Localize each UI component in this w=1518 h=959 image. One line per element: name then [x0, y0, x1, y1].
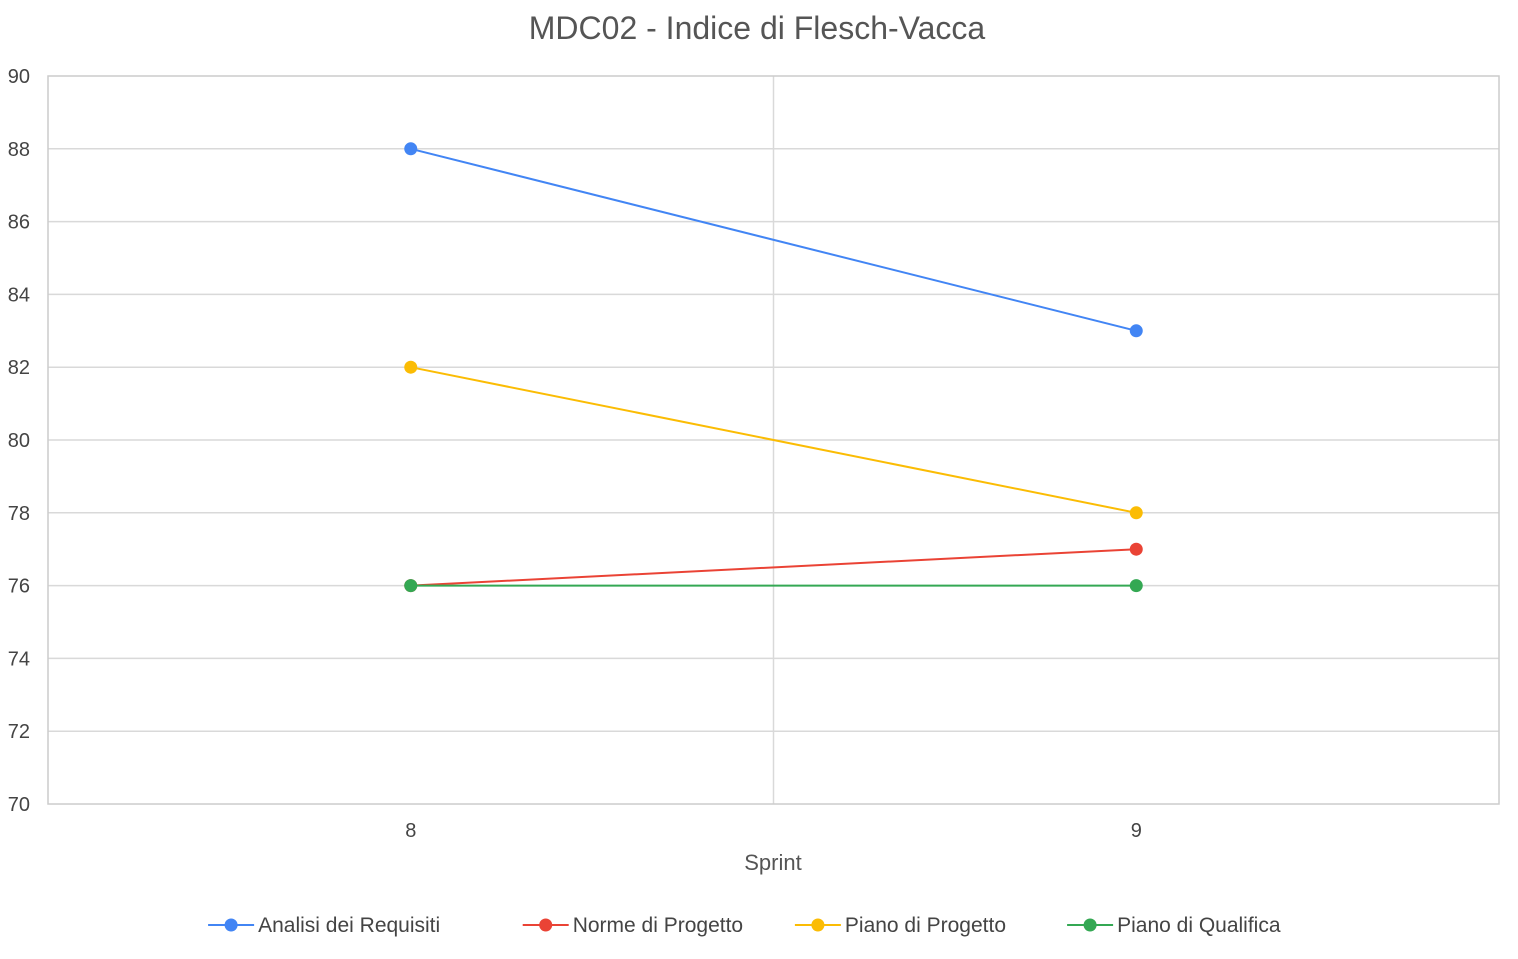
- series-0: [404, 142, 1143, 338]
- y-tick-label: 74: [8, 648, 30, 670]
- data-point: [1129, 324, 1143, 338]
- y-tick-label: 78: [8, 503, 30, 525]
- x-axis-title: Sprint: [744, 850, 801, 875]
- y-tick-label: 80: [8, 430, 30, 452]
- legend-item: Piano di Qualifica: [1067, 914, 1281, 937]
- legend-label: Analisi dei Requisiti: [258, 914, 440, 937]
- y-tick-label: 88: [8, 139, 30, 161]
- plot-area-border: [47, 75, 1500, 805]
- y-tick-label: 86: [8, 212, 30, 234]
- series-line: [410, 147, 1137, 332]
- legend-label: Norme di Progetto: [573, 914, 743, 937]
- x-tick-label: 8: [405, 820, 416, 842]
- data-point: [404, 360, 418, 374]
- y-tick-label: 70: [8, 794, 30, 816]
- series-line: [410, 548, 1137, 587]
- legend-point-marker: [224, 918, 238, 932]
- legend-item: Analisi dei Requisiti: [208, 914, 440, 937]
- data-point: [1129, 542, 1143, 556]
- legend-point-marker: [811, 918, 825, 932]
- data-point: [404, 579, 418, 593]
- legend-item: Norme di Progetto: [522, 914, 743, 937]
- y-tick-label: 72: [8, 721, 30, 743]
- legend: Analisi dei Requisiti Norme di Progetto Pi…: [208, 914, 1281, 937]
- legend-item: Piano di Progetto: [794, 914, 1006, 937]
- y-tick-label: 84: [8, 284, 30, 306]
- series-2: [404, 360, 1143, 520]
- y-tick-label: 76: [8, 576, 30, 598]
- data-point: [1129, 579, 1143, 593]
- y-tick-label: 90: [8, 66, 30, 88]
- series-3: [404, 579, 1143, 593]
- y-axis-ticks: 70 72 74 76 78 80 82 84 86 88 90: [8, 66, 30, 816]
- data-point: [1129, 506, 1143, 520]
- chart-title: MDC02 - Indice di Flesch-Vacca: [529, 10, 986, 46]
- x-tick-label: 9: [1131, 820, 1142, 842]
- data-point: [404, 142, 418, 156]
- y-tick-label: 82: [8, 357, 30, 379]
- series-lines: [404, 142, 1143, 593]
- legend-label: Piano di Qualifica: [1117, 914, 1281, 937]
- legend-point-marker: [1083, 918, 1097, 932]
- series-line: [410, 366, 1137, 514]
- legend-point-marker: [539, 918, 553, 932]
- legend-label: Piano di Progetto: [845, 914, 1006, 937]
